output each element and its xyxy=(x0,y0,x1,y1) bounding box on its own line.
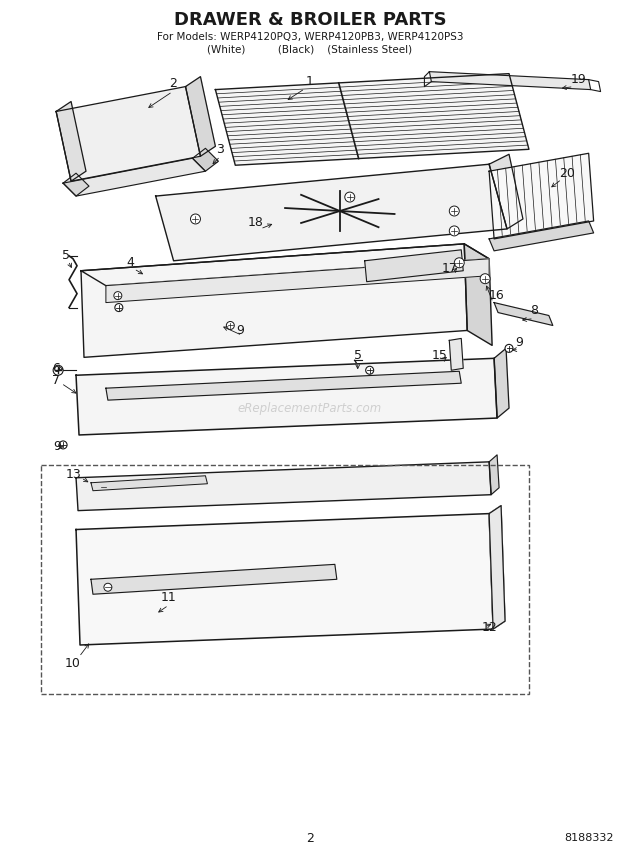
Text: 18: 18 xyxy=(247,217,263,229)
Text: 9: 9 xyxy=(236,324,244,337)
Circle shape xyxy=(190,214,200,224)
Polygon shape xyxy=(106,372,461,400)
Circle shape xyxy=(480,274,490,283)
Text: 19: 19 xyxy=(571,73,587,86)
Text: 6: 6 xyxy=(52,362,60,375)
Circle shape xyxy=(104,583,112,591)
Polygon shape xyxy=(489,153,593,239)
Text: 3: 3 xyxy=(216,143,224,156)
Circle shape xyxy=(454,258,464,268)
Circle shape xyxy=(505,344,513,353)
Text: 8188332: 8188332 xyxy=(564,833,613,843)
Text: 17: 17 xyxy=(441,262,457,276)
Text: 11: 11 xyxy=(161,591,177,603)
Polygon shape xyxy=(489,221,593,251)
Text: 9: 9 xyxy=(53,440,61,454)
Polygon shape xyxy=(489,154,523,229)
Polygon shape xyxy=(91,564,337,594)
Polygon shape xyxy=(76,514,493,645)
Circle shape xyxy=(345,192,355,202)
Circle shape xyxy=(450,206,459,216)
Text: 8: 8 xyxy=(530,304,538,317)
Text: (White)          (Black)    (Stainless Steel): (White) (Black) (Stainless Steel) xyxy=(207,45,412,55)
Polygon shape xyxy=(81,244,467,357)
Text: 20: 20 xyxy=(559,167,575,180)
Text: 10: 10 xyxy=(65,657,81,670)
Polygon shape xyxy=(365,250,463,282)
Text: DRAWER & BROILER PARTS: DRAWER & BROILER PARTS xyxy=(174,11,446,29)
Polygon shape xyxy=(76,359,497,435)
Polygon shape xyxy=(464,244,492,345)
Polygon shape xyxy=(63,173,89,196)
Polygon shape xyxy=(106,259,489,302)
Text: For Models: WERP4120PQ3, WERP4120PB3, WERP4120PS3: For Models: WERP4120PQ3, WERP4120PB3, WE… xyxy=(157,32,463,42)
Circle shape xyxy=(59,441,67,449)
Polygon shape xyxy=(76,462,491,511)
Polygon shape xyxy=(489,506,505,629)
Text: 9: 9 xyxy=(515,336,523,349)
Text: 2: 2 xyxy=(306,831,314,845)
Circle shape xyxy=(366,366,374,374)
Text: 15: 15 xyxy=(432,349,447,362)
Polygon shape xyxy=(494,348,509,418)
Text: eReplacementParts.com: eReplacementParts.com xyxy=(238,401,382,414)
Circle shape xyxy=(450,226,459,236)
Text: 5: 5 xyxy=(354,349,361,362)
Text: 4: 4 xyxy=(127,256,135,270)
Circle shape xyxy=(114,292,122,300)
Polygon shape xyxy=(494,302,553,325)
Text: 5: 5 xyxy=(62,249,70,262)
Polygon shape xyxy=(192,148,218,171)
Polygon shape xyxy=(81,244,489,286)
Polygon shape xyxy=(489,506,505,629)
Text: 13: 13 xyxy=(65,468,81,481)
Text: 7: 7 xyxy=(52,374,60,387)
Polygon shape xyxy=(489,455,499,495)
Polygon shape xyxy=(91,476,208,490)
Text: 2: 2 xyxy=(169,77,177,90)
Text: 16: 16 xyxy=(488,289,504,302)
Text: 12: 12 xyxy=(481,621,497,633)
Bar xyxy=(41,465,529,693)
Polygon shape xyxy=(56,86,200,181)
Circle shape xyxy=(53,366,63,375)
Circle shape xyxy=(115,304,123,312)
Polygon shape xyxy=(63,158,205,196)
Polygon shape xyxy=(185,77,215,157)
Polygon shape xyxy=(156,164,507,261)
Polygon shape xyxy=(215,74,529,165)
Polygon shape xyxy=(430,72,591,90)
Polygon shape xyxy=(56,102,86,181)
Text: 1: 1 xyxy=(306,75,314,88)
Circle shape xyxy=(226,322,234,330)
Polygon shape xyxy=(450,338,463,371)
